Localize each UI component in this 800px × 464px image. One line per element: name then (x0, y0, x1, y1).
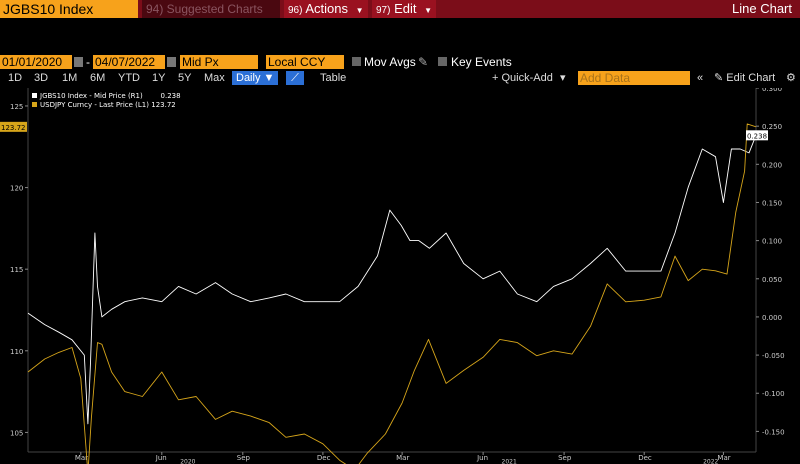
last-value-label-right: 0.238 (747, 132, 767, 140)
calendar-icon[interactable] (74, 57, 83, 67)
series-line-usdjpy (27, 123, 757, 464)
left-tick-label: 125 (10, 103, 23, 111)
edit-menu[interactable]: 97) Edit ▼ (372, 0, 436, 18)
suggested-charts-button[interactable]: 94) Suggested Charts (142, 0, 280, 18)
actions-number: 96) (288, 5, 303, 16)
period-max[interactable]: Max (204, 72, 225, 84)
x-tick-label: Jun (476, 454, 488, 462)
last-value-badge-left (0, 121, 27, 132)
settings-gear-icon[interactable]: ⚙ (786, 72, 796, 84)
pencil-icon[interactable]: ✎ (418, 55, 429, 69)
caret-down-icon: ▼ (424, 6, 433, 15)
x-tick-label: Sep (558, 454, 572, 462)
right-tick-label: 0.100 (762, 238, 782, 246)
x-tick-label: Sep (237, 454, 251, 462)
start-date-field[interactable]: 01/01/2020 (0, 55, 72, 69)
mov-avgs-label: Mov Avgs (364, 55, 416, 69)
caret-down-icon[interactable]: ▾ (560, 72, 566, 84)
right-tick-label: 0.200 (762, 161, 782, 169)
line-chart: 105 110 115 120 125 -0.150 -0.100 -0.050 0.000 0.… (0, 88, 785, 464)
quick-add-button[interactable]: + Quick-Add (492, 72, 553, 84)
right-tick-label: 0.150 (762, 199, 782, 207)
date-separator: - (86, 55, 90, 69)
calendar-icon[interactable] (167, 57, 176, 67)
right-tick-label: -0.150 (762, 428, 785, 436)
right-tick-label: 0.250 (762, 123, 782, 131)
x-tick-label: Mar (396, 454, 409, 462)
legend-swatch-jgb (32, 93, 37, 98)
edit-number: 97) (376, 5, 391, 16)
line-chart-icon[interactable]: ⟋ (286, 71, 304, 85)
add-data-input[interactable]: Add Data (578, 71, 690, 85)
legend-item-usdjpy: USDJPY Curncy - Last Price (L1) 123.72 (32, 101, 181, 110)
edit-chart-label: Edit Chart (726, 72, 776, 84)
x-tick-label: Dec (317, 454, 331, 462)
legend-item-jgb: JGBS10 Index - Mid Price (R1) 0.238 (32, 92, 181, 101)
key-events-checkbox[interactable] (438, 57, 447, 66)
table-button[interactable]: Table (320, 72, 347, 84)
series-line-jgb (27, 135, 757, 425)
left-tick-label: 120 (10, 185, 23, 193)
period-3d[interactable]: 3D (34, 72, 49, 84)
actions-label: Actions (305, 1, 348, 16)
period-6m[interactable]: 6M (90, 72, 106, 84)
frequency-label: Daily (236, 72, 261, 84)
legend-swatch-usdjpy (32, 102, 37, 107)
right-tick-label: -0.100 (762, 390, 785, 398)
right-tick-label: 0.050 (762, 276, 782, 284)
right-tick-label: 0.000 (762, 314, 782, 322)
key-events-label: Key Events (451, 55, 512, 69)
legend-label-jgb: JGBS10 Index - Mid Price (R1) (40, 92, 143, 100)
x-tick-label: Mar (75, 454, 88, 462)
price-field-select[interactable]: Mid Px (180, 55, 258, 69)
collapse-icon[interactable]: « (697, 72, 704, 84)
year-label: 2021 (502, 459, 517, 464)
chart-type-title: Line Chart (732, 1, 792, 16)
end-date-field[interactable]: 04/07/2022 (93, 55, 165, 69)
right-tick-label: -0.050 (762, 352, 785, 360)
x-tick-label: Jun (155, 454, 167, 462)
last-value-label-left: 123.72 (1, 124, 26, 132)
mov-avgs-checkbox[interactable] (352, 57, 361, 66)
currency-select[interactable]: Local CCY (266, 55, 344, 69)
left-tick-label: 115 (10, 266, 23, 274)
frequency-select[interactable]: Daily ▼ (232, 71, 279, 85)
edit-chart-button[interactable]: ✎ Edit Chart (714, 71, 775, 85)
security-ticker-field[interactable]: JGBS10 Index (0, 0, 138, 18)
right-tick-label: 0.300 (762, 88, 782, 93)
period-1d[interactable]: 1D (8, 72, 23, 84)
period-1m[interactable]: 1M (62, 72, 78, 84)
year-label: 2020 (180, 459, 195, 464)
last-value-badge-right (746, 130, 768, 141)
legend-value-usdjpy: 123.72 (151, 101, 176, 109)
controls-background (0, 19, 800, 53)
pencil-icon: ✎ (714, 72, 727, 84)
actions-menu[interactable]: 96) Actions ▼ (284, 0, 368, 18)
caret-down-icon: ▼ (355, 6, 364, 15)
caret-down-icon: ▼ (263, 72, 275, 84)
legend-value-jgb: 0.238 (160, 92, 181, 100)
period-1y[interactable]: 1Y (152, 72, 166, 84)
chart-legend: JGBS10 Index - Mid Price (R1) 0.238 USDJ… (32, 92, 181, 110)
year-label: 2022 (703, 459, 718, 464)
period-ytd[interactable]: YTD (118, 72, 140, 84)
left-tick-label: 110 (10, 348, 23, 356)
x-tick-label: Dec (638, 454, 652, 462)
period-5y[interactable]: 5Y (178, 72, 192, 84)
edit-label: Edit (394, 1, 417, 16)
legend-label-usdjpy: USDJPY Curncy - Last Price (L1) (40, 101, 149, 109)
x-tick-label: Mar (717, 454, 730, 462)
left-tick-label: 105 (10, 429, 23, 437)
